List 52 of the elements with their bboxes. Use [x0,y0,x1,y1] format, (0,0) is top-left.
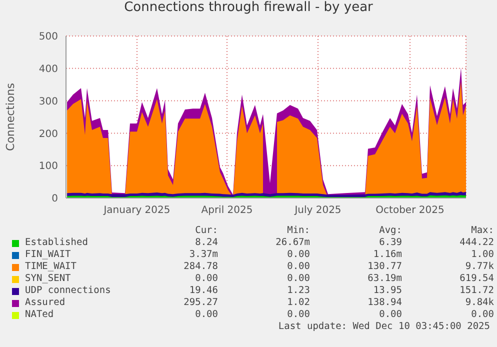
y-tick-label: 500 [38,32,58,43]
y-tick-label: 0 [52,194,58,205]
text: Max: [470,225,495,237]
y-tick-label: 300 [38,96,58,108]
legend-label: UDP connections [25,285,112,297]
text: 0.00 [286,261,311,273]
y-tick-label: 400 [38,64,58,75]
text: Last update: Wed Dec 10 03:45:00 2025 [277,321,490,333]
text: 1.00 [470,249,495,261]
text: 151.72 [458,285,495,297]
text: 63.19m [366,273,403,285]
x-tick-label: January 2025 [102,205,170,216]
text: Avg: [378,225,403,237]
text: 13.95 [372,285,403,297]
text: 19.46 [188,285,219,297]
legend-label: FIN_WAIT [25,249,72,261]
text: 6.39 [378,237,403,249]
text: Cur: [194,225,219,237]
text: Min: [286,225,311,237]
text: 26.67m [274,237,311,249]
text: 0.00 [194,273,219,285]
y-axis-title: Connections [4,82,17,151]
chart-title: Connections through firewall - by year [123,0,374,15]
text: 0.00 [194,309,219,321]
legend-label: NATed [25,309,55,321]
text: 9.77k [464,261,495,273]
text: 295.27 [182,297,219,309]
x-tick-label: October 2025 [376,205,444,216]
text: 8.24 [194,237,219,249]
text: 130.77 [366,261,403,273]
y-tick-label: 100 [38,161,58,172]
text: 138.94 [366,297,403,309]
text: 284.78 [182,261,219,273]
y-tick-label: 200 [38,128,58,140]
legend-label: Assured [25,297,66,309]
text: 619.54 [458,273,495,285]
text: 9.84k [464,297,495,309]
legend-label: Established [25,237,89,249]
x-tick-label: April 2025 [201,205,253,216]
x-tick-label: July 2025 [294,205,342,216]
legend-label: SYN_SENT [25,273,72,285]
text: 0.00 [286,309,311,321]
text: 0.00 [470,309,495,321]
text: 444.22 [458,237,495,249]
text: 0.00 [378,309,403,321]
text: 0.00 [286,273,311,285]
legend-label: TIME_WAIT [25,261,78,273]
text: 1.02 [286,297,311,309]
text: 3.37m [188,249,219,261]
text: 0.00 [286,249,311,261]
text: 1.23 [286,285,311,297]
text: 1.16m [372,249,403,261]
